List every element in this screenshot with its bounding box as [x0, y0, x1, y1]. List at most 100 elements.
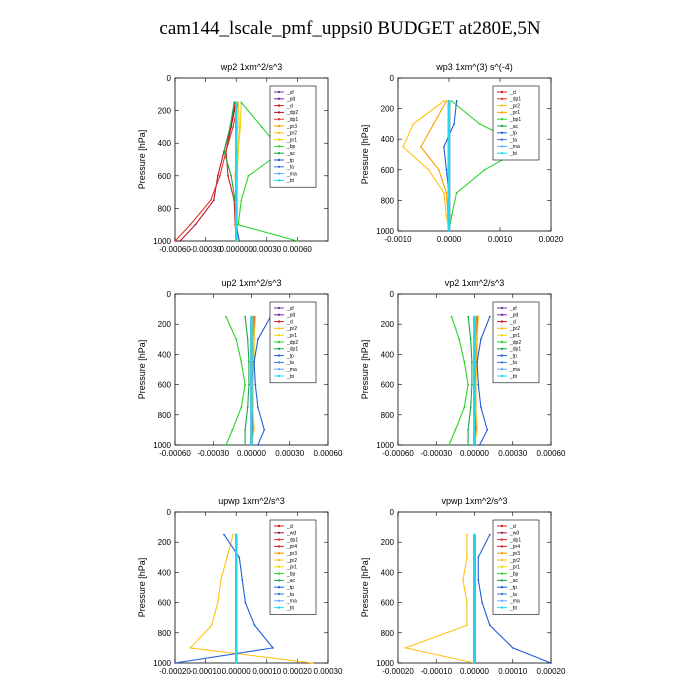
series-point-pr2 — [237, 101, 240, 104]
legend-label: _pr2 — [286, 131, 297, 137]
legend-label: _pr3 — [286, 124, 297, 130]
legend-marker — [277, 361, 281, 364]
legend-marker — [500, 572, 504, 575]
series-point-pr2 — [465, 601, 468, 604]
series-point-pr1 — [239, 126, 242, 128]
series-point-tp — [453, 123, 455, 125]
legend-label: _sf — [509, 306, 517, 312]
series-point-tp — [488, 533, 491, 536]
series-point-tp — [253, 361, 255, 363]
legend: _cl_wd_dp1_pr4_pr3_pr2_pr1_bp_ac_tp_ta_m… — [269, 519, 317, 615]
y-tick-label: 600 — [381, 381, 395, 390]
legend-marker — [500, 124, 504, 128]
series-group — [402, 100, 527, 232]
legend-label: _pr1 — [286, 565, 297, 571]
legend-marker — [277, 104, 281, 107]
legend-label: _cl — [509, 90, 516, 96]
series-point-bp — [260, 126, 263, 128]
x-tick-label: 0.00000 — [460, 667, 489, 676]
legend-label: _tp — [286, 158, 294, 164]
y-tick-label: 600 — [158, 599, 172, 608]
legend-marker — [277, 334, 281, 337]
series-point-ac — [230, 174, 233, 177]
y-tick-label: 200 — [158, 538, 172, 547]
legend-marker — [500, 606, 504, 609]
y-tick-label: 400 — [158, 139, 172, 148]
legend-label: _pr1 — [286, 333, 297, 339]
y-tick-label: 800 — [158, 204, 172, 213]
legend-marker — [277, 320, 281, 323]
y-tick-label: 400 — [381, 350, 395, 359]
legend-label: _pr2 — [509, 558, 520, 564]
series-point-bt — [473, 533, 476, 536]
series-line-tp — [253, 316, 272, 446]
series-point-tp — [476, 361, 478, 363]
legend-label: _dp1 — [509, 537, 521, 543]
legend-label: _pd — [509, 313, 519, 319]
series-point-bt — [448, 191, 450, 194]
series-point-bt — [235, 199, 238, 202]
series-point-dp1 — [246, 338, 249, 341]
series-point-bt — [235, 150, 238, 153]
y-tick-label: 0 — [167, 508, 172, 517]
legend-label: _bt — [509, 151, 518, 157]
legend-marker — [500, 579, 504, 582]
legend-marker — [277, 531, 281, 534]
panel-1: wp2 1xm^2/s^3 Pressure [hPa] 0 200 400 600 800… — [137, 62, 329, 254]
legend-label: _dp2 — [509, 340, 521, 346]
x-tick-label: 0.00060 — [283, 245, 312, 254]
series-line-dp1 — [174, 102, 239, 242]
x-tick-label: 0.00030 — [314, 667, 343, 676]
legend-label: _ma — [286, 171, 297, 177]
legend-label: _bt — [286, 374, 295, 380]
legend-label: _pr4 — [286, 544, 297, 550]
legend-marker — [500, 545, 504, 548]
y-tick-label: 400 — [381, 135, 395, 144]
series-point-bt — [448, 100, 450, 102]
y-tick-label: 200 — [381, 320, 395, 329]
series-point-pr1 — [420, 145, 422, 148]
series-point-pr2 — [412, 123, 415, 125]
series-point-dp2 — [450, 315, 453, 318]
series-point-tp — [244, 601, 247, 604]
legend-label: _ta — [286, 165, 294, 171]
series-point-dp2 — [235, 338, 238, 341]
panel-title: up2 1xm^2/s^3 — [222, 278, 282, 288]
legend-marker — [277, 145, 281, 148]
x-tick-label: -0.00060 — [382, 449, 414, 458]
series-point-tp — [477, 383, 480, 386]
legend-label: _ma — [509, 367, 520, 373]
legend-label: _cl — [286, 319, 293, 325]
legend-label: _ma — [286, 367, 297, 373]
x-tick-label: 0.00030 — [275, 449, 304, 458]
series-line-tp — [476, 316, 491, 446]
x-tick-label: -0.0010 — [384, 235, 412, 244]
legend-label: _cl — [509, 319, 516, 325]
series-point-bt — [473, 315, 476, 318]
series-point-bt — [235, 223, 238, 226]
x-tick-label: 0.0020 — [539, 235, 564, 244]
series-point-tp — [253, 624, 256, 627]
y-axis-label: Pressure [hPa] — [360, 125, 370, 185]
panel-title: upwp 1xm^2/s^3 — [218, 496, 284, 506]
y-tick-label: 800 — [158, 629, 172, 638]
legend-label: _bp1 — [509, 117, 521, 123]
series-point-dp2 — [179, 240, 182, 242]
legend-marker — [277, 97, 281, 101]
x-tick-label: -0.00010 — [190, 667, 222, 676]
legend-label: _pr2 — [509, 103, 520, 109]
series-point-pr2 — [462, 579, 464, 581]
series-point-dp1 — [189, 223, 192, 226]
legend-marker — [277, 354, 281, 357]
legend-label: _sf — [286, 306, 294, 312]
legend-label: _dp2 — [286, 110, 298, 116]
y-tick-label: 400 — [381, 568, 395, 577]
legend-label: _pr1 — [509, 333, 520, 339]
legend-marker — [277, 118, 281, 121]
legend-label: _bp — [286, 144, 296, 150]
legend-marker — [277, 179, 281, 182]
y-tick-label: 200 — [381, 105, 395, 114]
series-point-tp — [238, 556, 241, 559]
series-group — [403, 533, 552, 664]
series-point-bt — [473, 361, 476, 363]
